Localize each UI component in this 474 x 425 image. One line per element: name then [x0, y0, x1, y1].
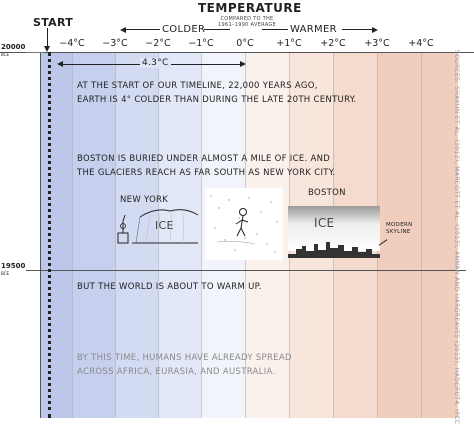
ice-sheet — [288, 206, 380, 251]
start-label: Start — [33, 16, 74, 29]
grid-line — [421, 52, 422, 418]
year-label-19500: 19500 BCE — [1, 263, 25, 277]
modern-skyline-label: Modern skyline — [386, 222, 413, 235]
band-minus-1 — [158, 52, 201, 418]
snowy-figure-drawing — [210, 195, 278, 253]
tick-label-zero: 0°C — [236, 38, 254, 49]
modern-skyline-drawing — [288, 242, 380, 258]
ice-label-boston: Ice — [314, 216, 335, 230]
tick-label-plus-3: +3°C — [364, 38, 390, 49]
tick-label-minus-4: −4°C — [59, 38, 85, 49]
timeline-dotted-line — [48, 52, 51, 418]
paragraph-humans-line1: By this time, humans have already spread — [77, 353, 292, 363]
paragraph-boston-line1: Boston is buried under almost a mile of … — [77, 154, 331, 164]
top-axis-line — [0, 52, 474, 53]
grid-line — [115, 52, 116, 418]
start-pointer-line — [47, 28, 48, 50]
paragraph-humans-line2: across Africa, Eurasia, and Australia. — [77, 367, 276, 377]
grid-line — [201, 52, 202, 418]
statue-and-glacier-drawing — [117, 209, 199, 244]
warmer-arrow-line — [342, 29, 374, 30]
tick-label-minus-1: −1°C — [188, 38, 214, 49]
boston-illustration: Boston Ice — [286, 188, 386, 260]
band-minus-3 — [72, 52, 115, 418]
year-era: BCE — [1, 271, 9, 276]
paragraph-boston-line2: the glaciers reach as far south as New Y… — [77, 168, 336, 178]
new-york-illustration: New York Ice — [100, 195, 200, 250]
delta-arrow-head-right — [240, 61, 246, 67]
paragraph-start-line1: At the start of our timeline, 22,000 yea… — [77, 81, 318, 91]
paragraph-start-line2: Earth is 4° colder than during the late … — [77, 95, 357, 105]
sources-sidebar: Sources: Shakun et al. (2012), Marcott e… — [450, 50, 464, 425]
colder-label: Colder — [162, 24, 206, 35]
left-axis-line — [40, 52, 41, 418]
tick-label-minus-3: −3°C — [102, 38, 128, 49]
year-line-19500 — [26, 270, 466, 271]
band-minus-4 — [40, 52, 72, 418]
start-pointer-head — [44, 46, 50, 52]
new-york-label: New York — [120, 195, 169, 205]
sources-text: Sources: Shakun et al. (2012), Marcott e… — [453, 50, 460, 425]
chart-title: Temperature — [198, 1, 302, 15]
delta-label: 4.3°C — [140, 58, 171, 68]
colder-arrow-line-right — [204, 29, 230, 30]
warmer-arrow-line-left — [262, 29, 288, 30]
tick-label-plus-1: +1°C — [276, 38, 302, 49]
colder-arrow-line — [124, 29, 160, 30]
tick-label-plus-2: +2°C — [320, 38, 346, 49]
band-plus-4 — [377, 52, 458, 418]
snow-walker-illustration — [205, 188, 283, 260]
band-minus-2 — [115, 52, 158, 418]
warmer-label: Warmer — [290, 24, 337, 35]
paragraph-warm-up: But the world is about to warm up. — [77, 282, 262, 292]
tick-label-plus-4: +4°C — [408, 38, 434, 49]
boston-label: Boston — [308, 188, 346, 198]
year-value: 20000 — [1, 43, 26, 51]
tick-label-minus-2: −2°C — [145, 38, 171, 49]
year-era: BCE — [1, 52, 9, 57]
colder-arrow-head — [120, 27, 126, 33]
warmer-arrow-head — [372, 27, 378, 33]
ice-label-new-york: Ice — [155, 219, 174, 232]
chart-subtitle: Compared to the 1961–1990 average — [218, 16, 276, 28]
year-value: 19500 — [1, 262, 26, 270]
year-label-20000: 20000 BCE — [1, 44, 25, 58]
grid-line — [72, 52, 73, 418]
year-line-20000 — [26, 52, 44, 53]
